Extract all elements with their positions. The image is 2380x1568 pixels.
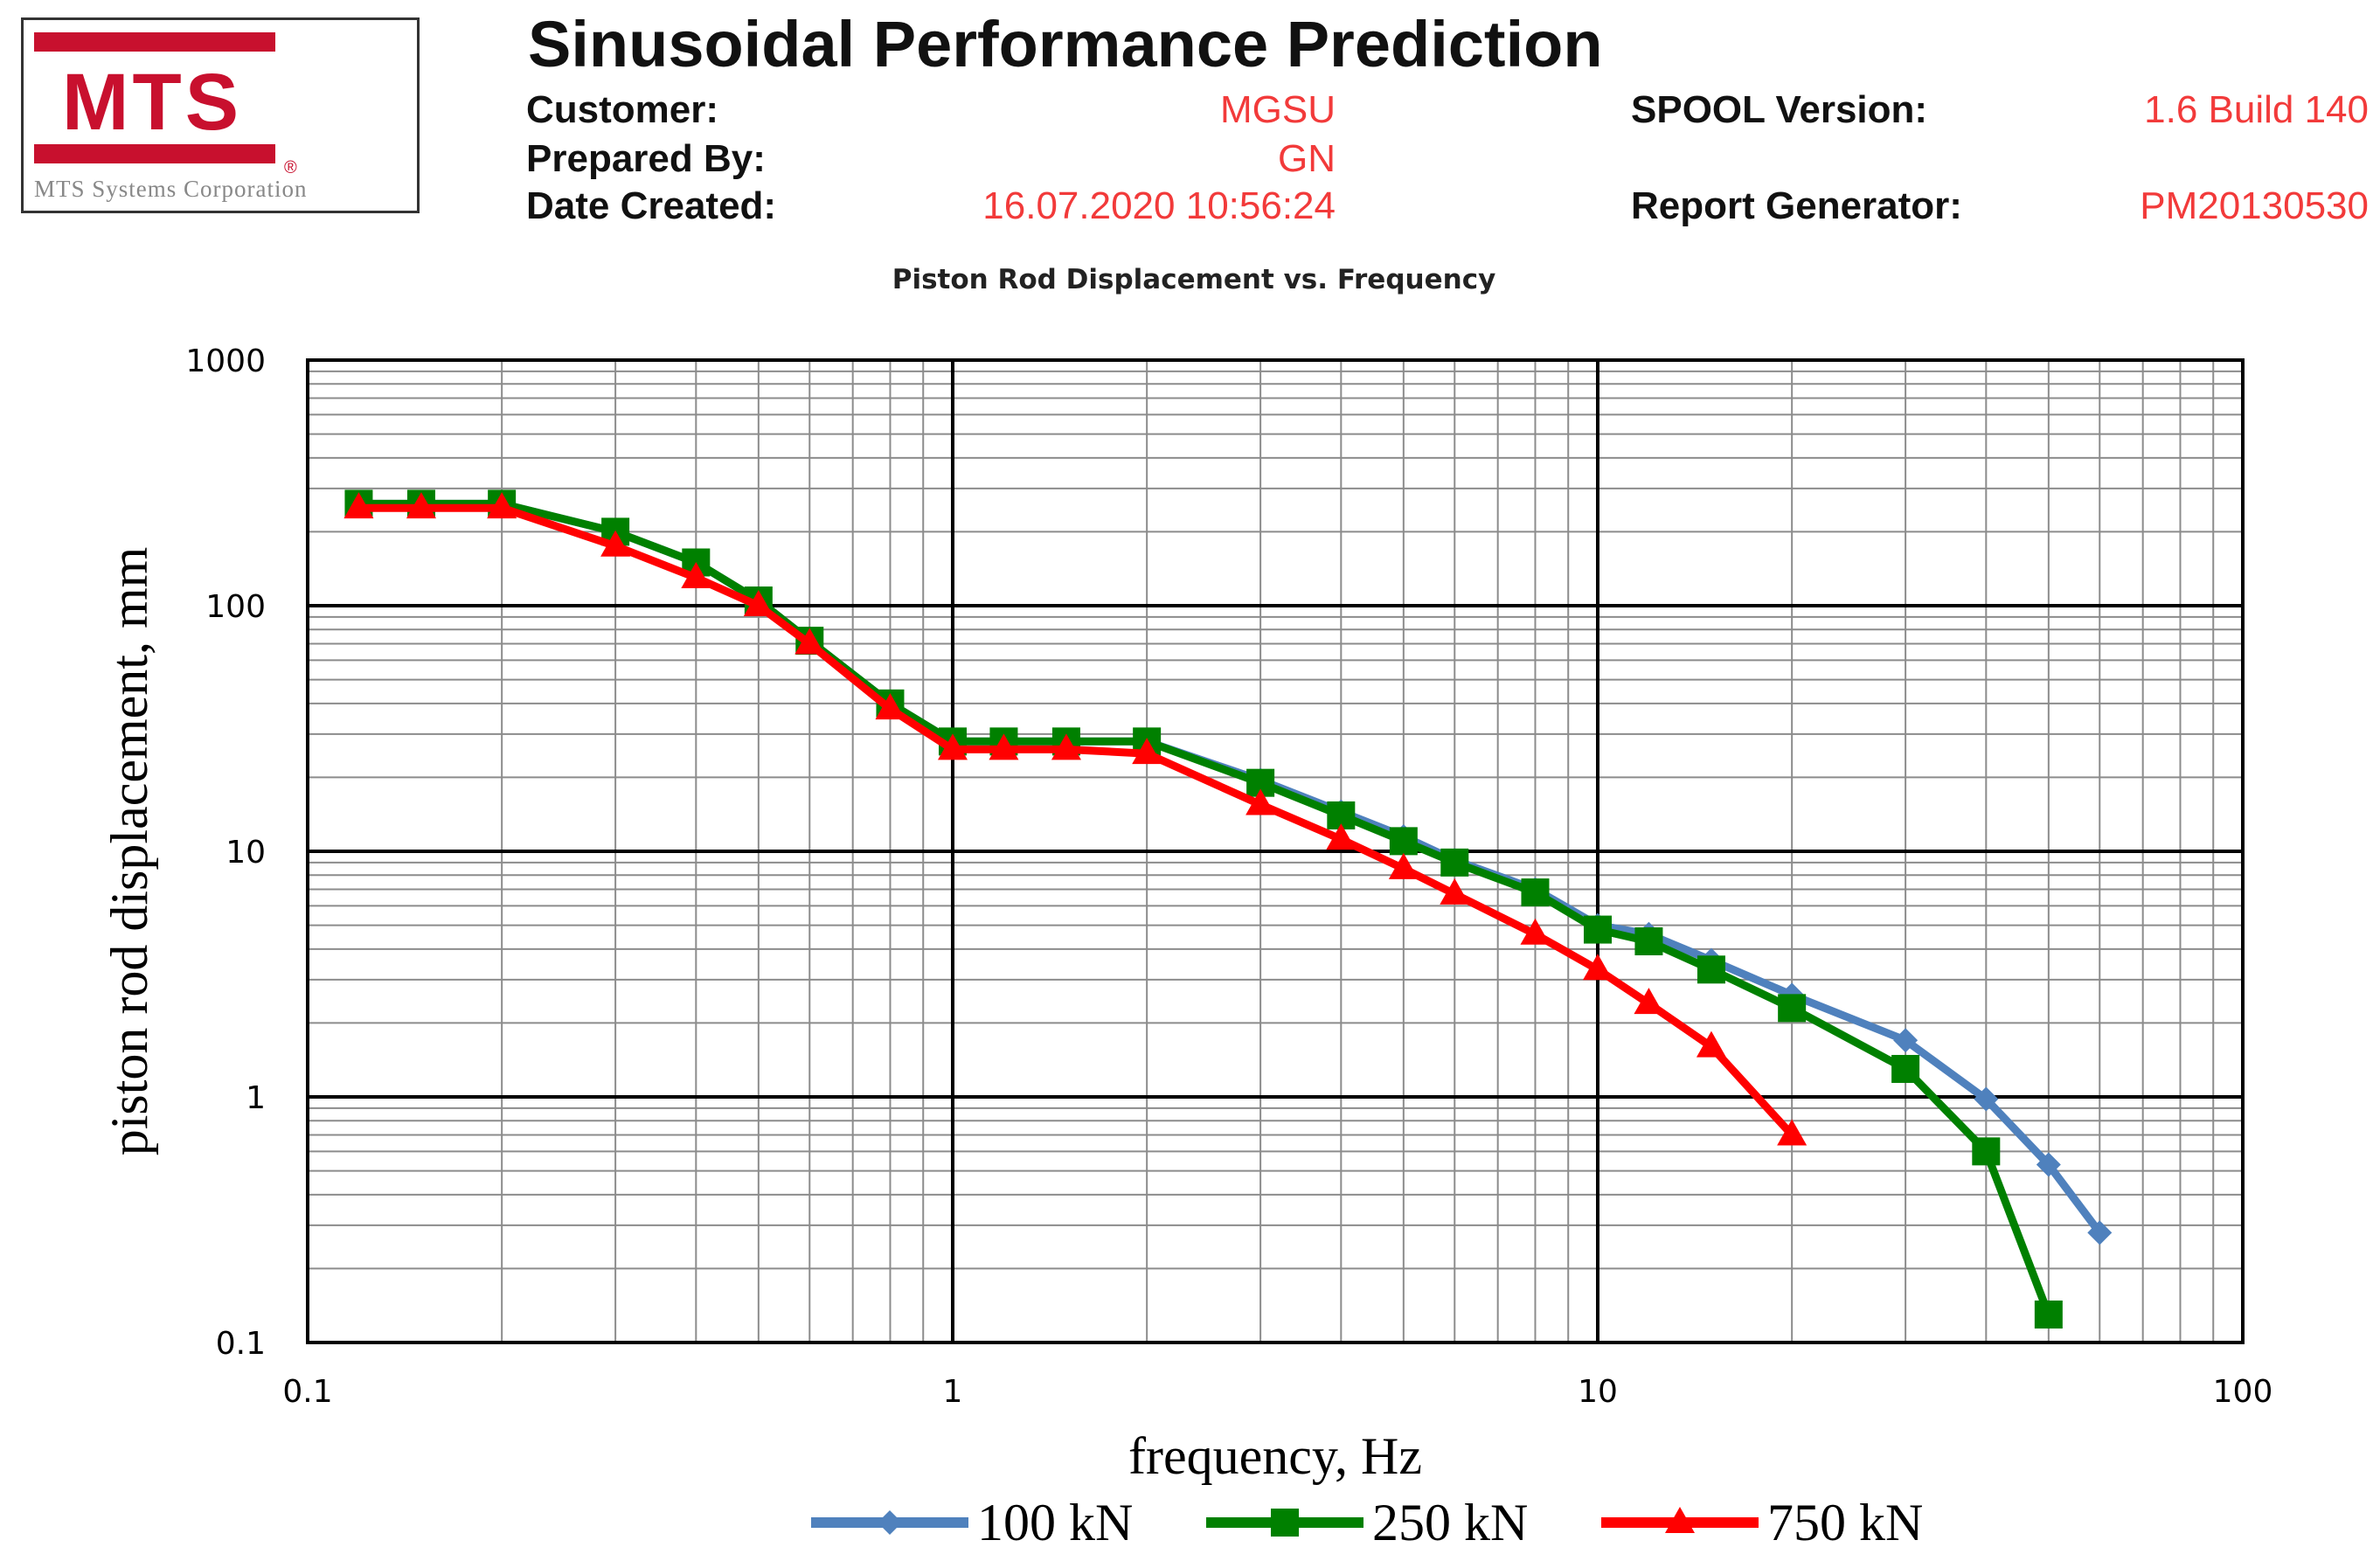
data-point-750-kn <box>487 492 517 519</box>
report-title: Sinusoidal Performance Prediction <box>528 8 1603 80</box>
legend-label: 750 kN <box>1767 1494 1923 1551</box>
plot-frame <box>306 358 2245 1344</box>
data-point-250-kn <box>1440 848 1469 877</box>
data-point-750-kn <box>989 733 1019 760</box>
legend: 100 kN 250 kN 750 kN <box>811 1494 1923 1551</box>
series-line-100-kn <box>358 499 2103 1236</box>
data-point-750-kn <box>1051 733 1081 760</box>
data-point-750-kn <box>1246 788 1276 815</box>
prepared-by-label: Prepared By: <box>526 137 766 180</box>
logo-registered-mark: ® <box>284 158 297 177</box>
data-point-750-kn <box>600 530 631 557</box>
logo-subtitle: MTS Systems Corporation <box>34 176 308 202</box>
data-point-100-kn <box>2087 1220 2113 1245</box>
data-point-100-kn <box>2036 1152 2061 1177</box>
x-tick-label: 100 <box>2213 1374 2273 1410</box>
y-axis-label: piston rod displacement, mm <box>101 547 158 1156</box>
report-generator-label: Report Generator: <box>1631 184 1962 227</box>
data-point-750-kn <box>794 628 825 655</box>
x-tick-labels: 0.1 1 10 100 <box>282 1374 2272 1410</box>
data-point-750-kn <box>343 492 374 519</box>
series-line-250-kn <box>358 499 2053 1316</box>
data-point-750-kn <box>1440 878 1470 905</box>
data-point-750-kn <box>875 693 906 720</box>
spool-version-value: 1.6 Build 140 <box>2144 88 2369 131</box>
data-point-750-kn <box>681 561 711 588</box>
report-generator-value: PM20130530 <box>2140 184 2369 227</box>
data-point-750-kn <box>938 733 968 760</box>
legend-label: 100 kN <box>977 1494 1133 1551</box>
data-point-250-kn <box>1891 1054 1920 1083</box>
logo-bottom-bar <box>34 144 275 163</box>
series-250-kn <box>344 489 2063 1329</box>
legend-item-750-kn: 750 kN <box>1601 1494 1923 1551</box>
date-created-value: 16.07.2020 10:56:24 <box>982 184 1336 227</box>
data-point-750-kn <box>1777 1119 1808 1146</box>
data-point-250-kn <box>1972 1137 2001 1166</box>
data-point-750-kn <box>1696 1030 1726 1058</box>
legend-item-250-kn: 250 kN <box>1206 1494 1528 1551</box>
series-layer <box>343 489 2113 1329</box>
y-tick-label: 1 <box>246 1080 266 1116</box>
data-point-250-kn <box>1778 994 1807 1023</box>
data-point-250-kn <box>1634 926 1663 955</box>
y-tick-labels: 0.1 1 10 100 1000 <box>185 343 266 1362</box>
x-tick-label: 1 <box>943 1374 963 1410</box>
major-grid <box>308 360 2243 1343</box>
legend-swatch-marker <box>878 1510 902 1535</box>
date-created-label: Date Created: <box>526 184 777 227</box>
data-point-250-kn <box>1389 827 1418 856</box>
data-point-750-kn <box>743 590 774 616</box>
series-line-750-kn <box>358 503 1795 1138</box>
x-axis-label: frequency, Hz <box>1128 1427 1422 1485</box>
data-point-250-kn <box>2034 1300 2063 1329</box>
data-point-750-kn <box>1634 988 1664 1015</box>
y-tick-label: 0.1 <box>216 1326 266 1362</box>
spool-version-label: SPOOL Version: <box>1631 88 1928 131</box>
data-point-750-kn <box>1583 954 1613 981</box>
y-tick-label: 1000 <box>185 343 266 379</box>
data-point-250-kn <box>1697 955 1725 984</box>
mts-logo: MTS ® MTS Systems Corporation <box>21 17 420 213</box>
customer-label: Customer: <box>526 88 719 131</box>
data-point-750-kn <box>1326 823 1357 850</box>
logo-text: MTS <box>61 58 243 147</box>
y-tick-label: 100 <box>205 589 266 625</box>
chart-title: Piston Rod Displacement vs. Frequency <box>892 264 1496 295</box>
data-point-750-kn <box>1388 852 1419 879</box>
legend-swatch-marker <box>1665 1507 1695 1533</box>
data-point-100-kn <box>1974 1086 1999 1112</box>
series-750-kn <box>343 492 1808 1146</box>
prepared-by-value: GN <box>1278 137 1336 180</box>
logo-top-bar <box>34 32 275 52</box>
x-tick-label: 0.1 <box>282 1374 332 1410</box>
data-point-750-kn <box>406 492 436 519</box>
x-tick-label: 10 <box>1578 1374 1618 1410</box>
data-point-750-kn <box>1132 738 1162 765</box>
data-point-250-kn <box>1584 915 1612 944</box>
displacement-chart: Piston Rod Displacement vs. Frequency 0.… <box>101 264 2272 1551</box>
legend-label: 250 kN <box>1372 1494 1528 1551</box>
data-point-250-kn <box>1521 878 1550 907</box>
data-point-750-kn <box>1520 918 1551 945</box>
legend-swatch-marker <box>1271 1509 1299 1537</box>
customer-value: MGSU <box>1220 88 1336 131</box>
legend-item-100-kn: 100 kN <box>811 1494 1133 1551</box>
y-tick-label: 10 <box>226 835 266 871</box>
data-point-100-kn <box>1893 1028 1919 1053</box>
